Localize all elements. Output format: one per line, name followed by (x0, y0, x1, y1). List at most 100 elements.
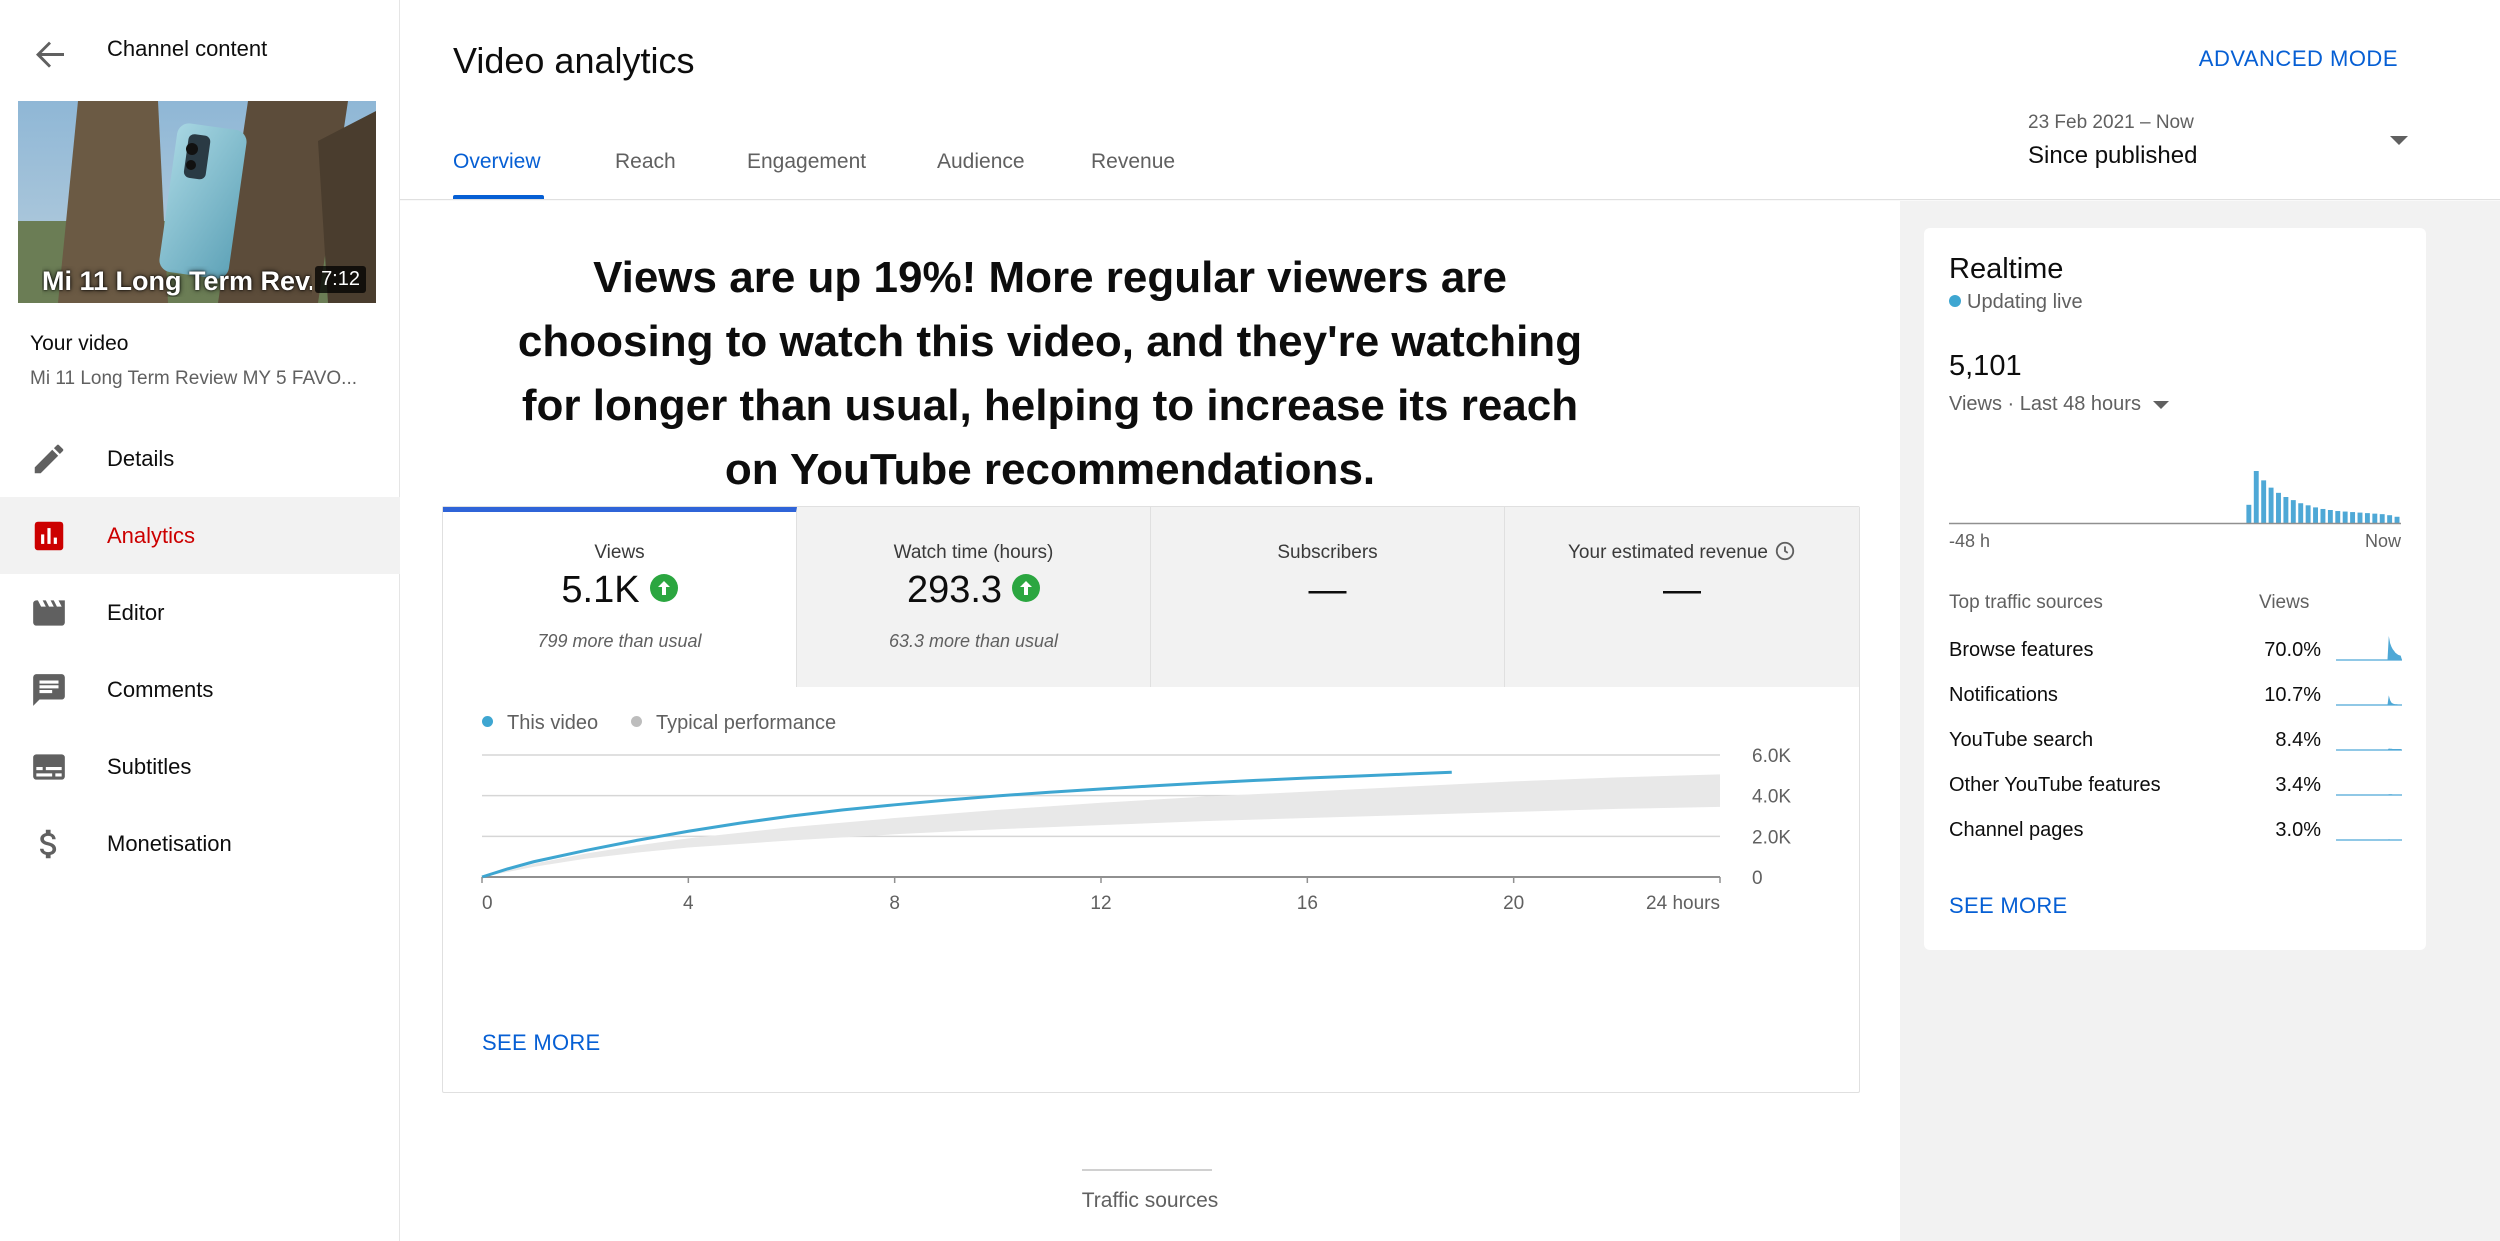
traffic-sparkline (2336, 748, 2402, 751)
x-tick-label: 8 (889, 893, 900, 914)
insight-headline: Views are up 19%! More regular viewers a… (517, 253, 1583, 494)
traffic-sparkline (2336, 695, 2402, 706)
live-dot-icon (1949, 294, 1961, 307)
page-header: Video analytics ADVANCED MODE Overview R… (400, 0, 2500, 200)
y-tick-label: 4.0K (1752, 787, 1791, 808)
tab-reach[interactable]: Reach (615, 150, 676, 173)
realtime-bar-chart (1949, 471, 2401, 525)
legend-dot (482, 716, 493, 728)
views-column-header: Views (2259, 592, 2310, 613)
dropdown-arrow-icon (2390, 136, 2408, 145)
date-range-dropdown[interactable]: 23 Feb 2021 – Now Since published (2028, 100, 2408, 180)
clapperboard-icon (30, 594, 68, 632)
realtime-bar (2335, 511, 2341, 523)
realtime-bar (2320, 508, 2326, 523)
metric-watch-time[interactable]: Watch time (hours) 293.3 63.3 more than … (797, 507, 1151, 687)
arrow-back-icon (36, 41, 64, 68)
metric-label: Views (594, 542, 645, 563)
realtime-bar (2246, 504, 2252, 523)
realtime-bar (2372, 513, 2378, 523)
traffic-sources-header: Top traffic sources (1949, 592, 2103, 613)
legend-label: This video (507, 712, 599, 734)
legend-typical: Typical performance (631, 712, 836, 735)
sidebar-item-monetisation[interactable]: Monetisation (0, 805, 400, 882)
y-tick-label: 6.0K (1752, 747, 1791, 767)
realtime-see-more-link[interactable]: SEE MORE (1949, 893, 2068, 918)
metric-tabs: Views 5.1K 799 more than usual Watch tim… (443, 507, 1859, 687)
pencil-icon (30, 440, 68, 478)
thumbnail-title: Mi 11 Long Term Rev... (42, 266, 312, 296)
realtime-bar (2313, 507, 2318, 523)
traffic-source-row: Browse features 70.0% (1949, 636, 2402, 684)
your-video-label: Your video (30, 332, 129, 355)
realtime-bar (2305, 505, 2311, 523)
x-tick-label: 24 hours (1646, 893, 1720, 914)
metric-label: Your estimated revenue (1568, 542, 1768, 564)
sidebar-item-analytics[interactable]: Analytics (0, 497, 400, 574)
tab-engagement[interactable]: Engagement (747, 150, 867, 173)
active-tab-indicator (453, 195, 544, 199)
channel-content-title: Channel content (107, 36, 268, 61)
overview-card: Views 5.1K 799 more than usual Watch tim… (442, 506, 1860, 1093)
realtime-metric-dropdown[interactable]: Views · Last 48 hours (1949, 393, 2169, 416)
realtime-bar (2298, 503, 2304, 523)
video-title: Mi 11 Long Term Review MY 5 FAVO... (30, 368, 357, 389)
sidebar-item-comments[interactable]: Comments (0, 651, 400, 728)
realtime-bar (2276, 492, 2281, 523)
advanced-mode-button[interactable]: ADVANCED MODE (2198, 46, 2398, 71)
video-thumbnail[interactable]: Mi 11 Long Term Rev... 7:12 (18, 101, 376, 303)
metric-value-wrap: 293.3 (797, 569, 1150, 612)
metric-subscribers[interactable]: Subscribers — (1151, 507, 1505, 687)
realtime-bar (2379, 514, 2385, 523)
metric-value: — (1663, 569, 1701, 611)
realtime-bar (2283, 497, 2289, 523)
trend-up-icon (1012, 573, 1041, 602)
live-status-label: Updating live (1967, 291, 2083, 313)
video-duration: 7:12 (315, 266, 366, 293)
legend-this-video: This video (482, 712, 598, 735)
realtime-bar (2290, 500, 2296, 523)
traffic-source-pct: 70.0% (2264, 639, 2321, 661)
metric-comparison: 799 more than usual (537, 631, 702, 651)
traffic-source-pct: 10.7% (2264, 684, 2321, 706)
live-status: Updating live (1949, 291, 2083, 314)
metric-estimated-revenue[interactable]: Your estimated revenue — (1505, 507, 1859, 687)
sidebar-item-editor[interactable]: Editor (0, 574, 400, 651)
metric-label: Subscribers (1277, 542, 1378, 563)
sidebar-item-subtitles[interactable]: Subtitles (0, 728, 400, 805)
realtime-card: Realtime Updating live 5,101 Views · Las… (1924, 228, 2426, 950)
tab-revenue[interactable]: Revenue (1091, 150, 1176, 173)
realtime-bar (2364, 513, 2370, 523)
realtime-title: Realtime (1949, 253, 2064, 285)
subtitles-icon (30, 748, 68, 786)
main-content: Views are up 19%! More regular viewers a… (400, 201, 1900, 1241)
realtime-axis-end: Now (2364, 531, 2401, 551)
realtime-count: 5,101 (1949, 350, 2022, 382)
x-tick-label: 16 (1297, 893, 1318, 914)
traffic-source-row: Channel pages 3.0% (1949, 819, 2402, 864)
x-tick-label: 20 (1503, 893, 1524, 914)
sidebar-item-label: Subtitles (107, 754, 192, 779)
realtime-bar (2261, 480, 2267, 523)
metric-label: Watch time (hours) (893, 542, 1054, 563)
tab-audience[interactable]: Audience (937, 150, 1025, 173)
traffic-source-pct: 3.0% (2275, 819, 2321, 841)
traffic-source-name: Channel pages (1949, 819, 2084, 841)
traffic-source-row: Other YouTube features 3.4% (1949, 774, 2402, 819)
typical-performance-band (482, 774, 1720, 877)
sparkline-area (2336, 636, 2402, 660)
y-tick-label: 0 (1752, 868, 1763, 889)
sidebar-item-details[interactable]: Details (0, 420, 400, 497)
back-button[interactable] (26, 30, 74, 78)
x-tick-label: 4 (683, 893, 694, 914)
sidebar: Channel content Mi 11 Long Term Rev... 7 (0, 0, 400, 1241)
metric-comparison: 63.3 more than usual (888, 631, 1059, 651)
metric-views[interactable]: Views 5.1K 799 more than usual (443, 507, 797, 687)
traffic-source-name: YouTube search (1949, 729, 2094, 751)
realtime-bar (2350, 512, 2356, 523)
legend-label: Typical performance (656, 712, 837, 734)
tab-overview[interactable]: Overview (453, 150, 541, 173)
traffic-source-name: Browse features (1949, 639, 2094, 661)
sidebar-item-label: Editor (107, 600, 165, 625)
see-more-link[interactable]: SEE MORE (482, 1030, 601, 1055)
